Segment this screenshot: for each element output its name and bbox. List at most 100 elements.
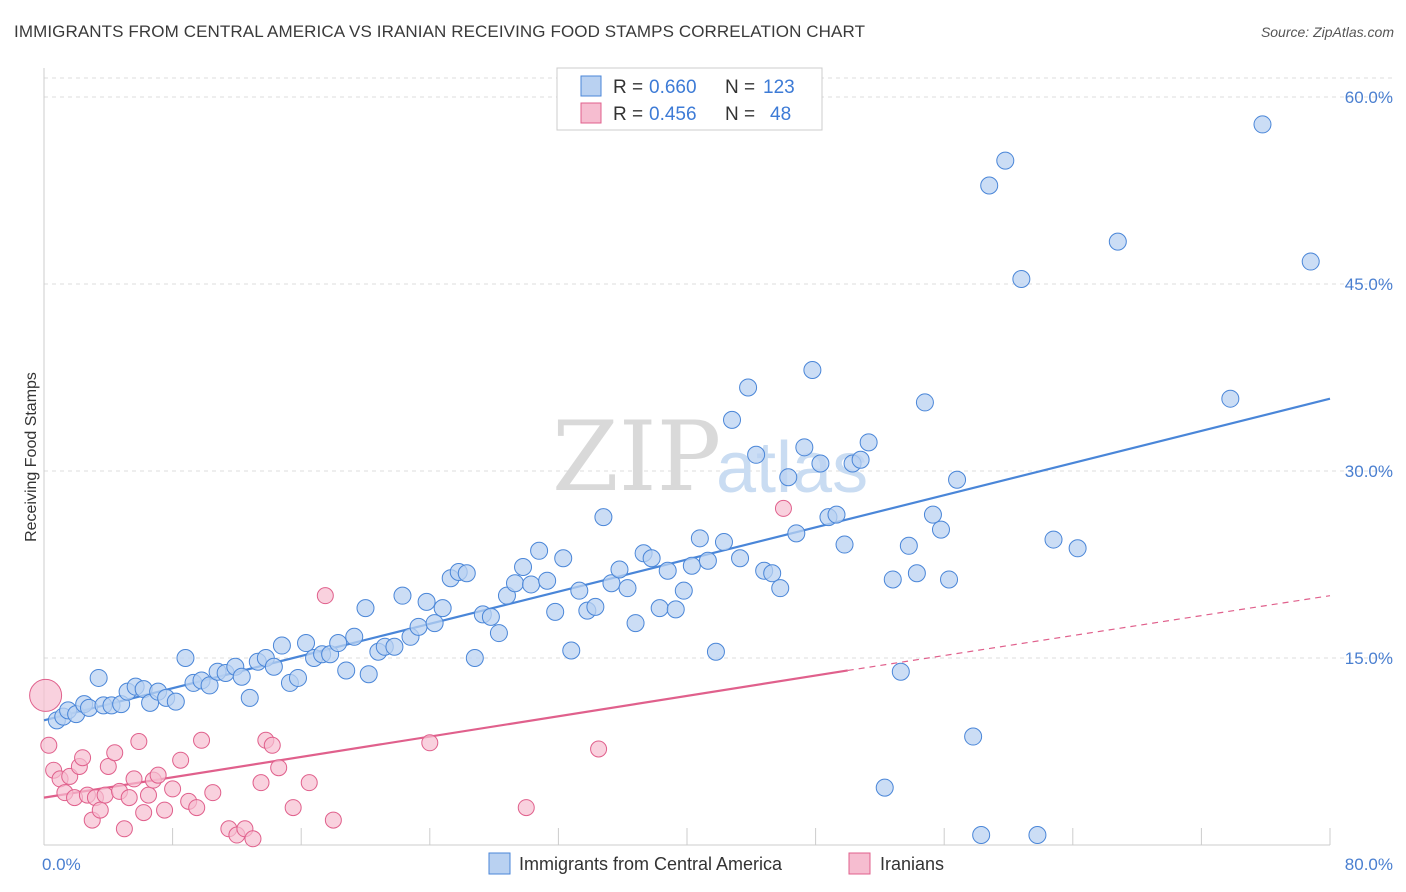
point-central-america-114 — [972, 826, 991, 845]
point-central-america-25 — [240, 688, 259, 707]
point-central-america-59 — [514, 557, 533, 576]
y-tick-label-2: 45.0% — [1345, 275, 1393, 294]
point-central-america-101 — [851, 450, 870, 469]
legend-box: R = 0.660 N = 123 R = 0.456 N = 48 — [556, 67, 823, 131]
point-central-america-56 — [489, 624, 508, 643]
point-iranians-12 — [91, 801, 109, 819]
point-iranians-40 — [284, 799, 302, 817]
point-central-america-98 — [827, 505, 846, 524]
point-central-america-87 — [739, 378, 758, 397]
point-central-america-60 — [522, 575, 541, 594]
y-tick-label-3: 60.0% — [1345, 88, 1393, 107]
point-central-america-75 — [642, 549, 661, 568]
series-iranians-points — [29, 499, 792, 848]
point-central-america-116 — [996, 151, 1015, 170]
point-central-america-48 — [425, 614, 444, 633]
point-central-america-111 — [940, 570, 959, 589]
point-central-america-119 — [1044, 530, 1063, 549]
point-iranians-45 — [517, 799, 535, 817]
point-central-america-37 — [337, 661, 356, 680]
point-central-america-122 — [1221, 389, 1240, 408]
point-central-america-109 — [923, 505, 942, 524]
point-central-america-94 — [795, 438, 814, 457]
bottom-legend-label-pink: Iranians — [880, 854, 944, 874]
point-iranians-22 — [139, 786, 157, 804]
legend-swatch-blue — [580, 75, 602, 97]
x-axis-ticks — [43, 828, 1331, 845]
point-central-america-43 — [385, 637, 404, 656]
x-tick-label-max: 80.0% — [1345, 855, 1393, 874]
point-iranians-21 — [135, 804, 153, 822]
bottom-legend-swatch-pink — [848, 852, 871, 875]
point-central-america-28 — [264, 657, 283, 676]
point-iranians-18 — [120, 789, 138, 807]
point-iranians-24 — [149, 766, 167, 784]
point-central-america-69 — [594, 508, 613, 527]
point-central-america-118 — [1028, 826, 1047, 845]
point-iranians-43 — [324, 811, 342, 829]
gridlines — [44, 77, 1392, 659]
legend-swatch-pink — [580, 102, 602, 124]
point-central-america-62 — [538, 571, 557, 590]
bottom-legend-label-blue: Immigrants from Central America — [519, 854, 783, 874]
point-central-america-85 — [723, 410, 742, 429]
point-central-america-47 — [417, 592, 436, 611]
point-central-america-70 — [602, 574, 621, 593]
point-central-america-84 — [714, 533, 733, 552]
point-central-america-104 — [883, 570, 902, 589]
legend-n-value-1: 48 — [770, 104, 791, 125]
point-central-america-103 — [875, 778, 894, 797]
point-iranians-20 — [130, 733, 148, 751]
point-central-america-88 — [747, 445, 766, 464]
point-central-america-44 — [393, 586, 412, 605]
point-central-america-68 — [586, 597, 605, 616]
point-iranians-36 — [252, 774, 270, 792]
point-central-america-29 — [272, 636, 291, 655]
point-central-america-20 — [200, 676, 219, 695]
legend-n-value-0: 123 — [763, 77, 795, 98]
point-central-america-96 — [811, 454, 830, 473]
legend-r-value-0: 0.660 — [649, 77, 697, 98]
point-central-america-82 — [698, 551, 717, 570]
point-central-america-39 — [356, 599, 375, 618]
point-central-america-83 — [706, 642, 725, 661]
point-central-america-93 — [787, 524, 806, 543]
point-central-america-24 — [232, 667, 251, 686]
point-central-america-58 — [505, 574, 524, 593]
point-central-america-38 — [345, 627, 364, 646]
series-central-america-points — [47, 115, 1320, 845]
point-iranians-0 — [29, 678, 63, 712]
point-central-america-121 — [1108, 232, 1127, 251]
point-iranians-30 — [193, 731, 211, 749]
point-central-america-32 — [297, 634, 316, 653]
watermark-atlas: atlas — [716, 428, 868, 508]
point-central-america-92 — [779, 468, 798, 487]
point-central-america-76 — [650, 599, 669, 618]
point-central-america-40 — [359, 665, 378, 684]
point-iranians-13 — [96, 786, 114, 804]
point-iranians-31 — [204, 784, 222, 802]
point-central-america-99 — [835, 535, 854, 554]
watermark-zip: ZIP — [552, 401, 721, 513]
point-central-america-81 — [690, 529, 709, 548]
bottom-legend: Immigrants from Central America Iranians — [488, 852, 944, 875]
point-central-america-53 — [465, 649, 484, 667]
point-iranians-14 — [99, 757, 117, 775]
legend-r-label-1: R = — [613, 104, 643, 125]
point-iranians-44 — [421, 734, 439, 752]
y-axis-label: Receiving Food Stamps — [23, 372, 40, 542]
point-central-america-55 — [481, 607, 500, 626]
point-central-america-6 — [89, 668, 108, 687]
point-central-america-17 — [176, 649, 195, 667]
legend-r-label-0: R = — [613, 77, 643, 98]
point-iranians-46 — [590, 740, 608, 758]
point-central-america-36 — [329, 634, 348, 653]
point-central-america-112 — [948, 470, 967, 489]
point-iranians-41 — [300, 774, 318, 792]
legend-n-label-0: N = — [725, 77, 755, 98]
point-central-america-63 — [546, 602, 565, 621]
point-iranians-27 — [172, 751, 190, 769]
point-central-america-90 — [763, 564, 782, 583]
point-iranians-15 — [106, 744, 124, 762]
